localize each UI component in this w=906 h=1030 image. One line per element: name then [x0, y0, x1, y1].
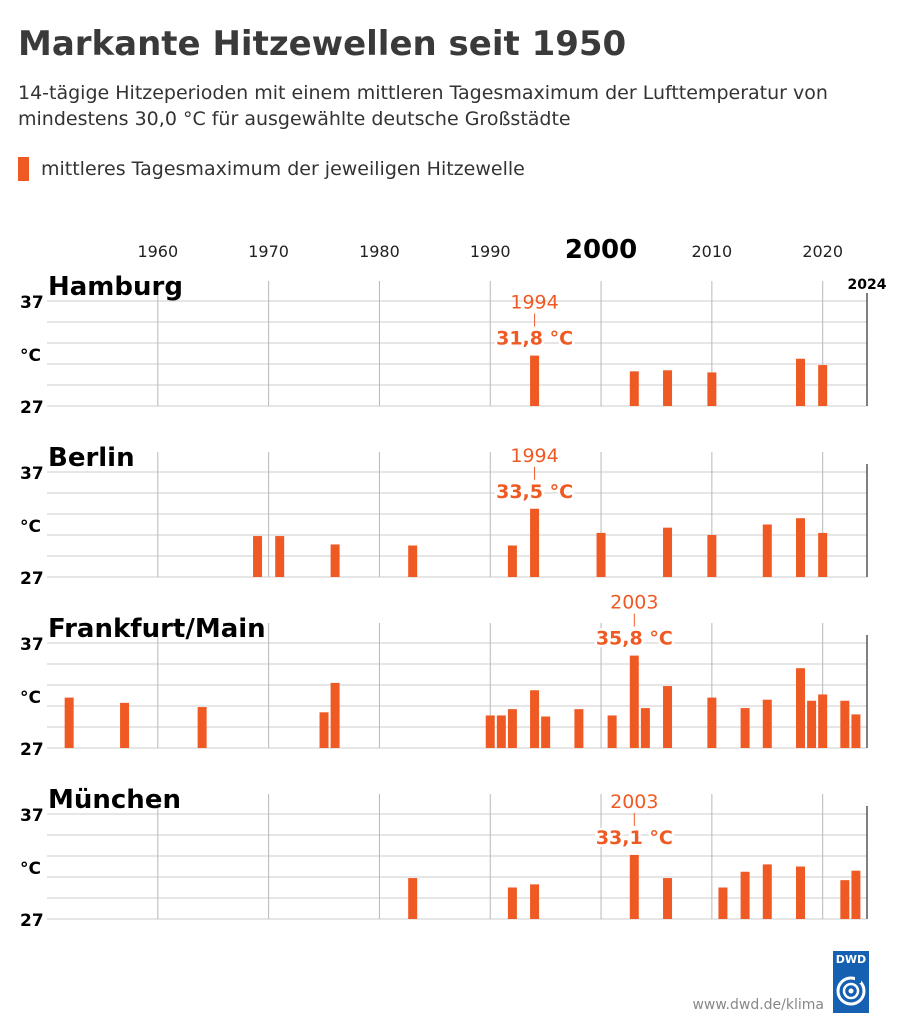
dwd-logo-text: DWD [835, 953, 867, 966]
panel-city-label: Berlin [48, 443, 135, 473]
dwd-logo: DWD [833, 951, 869, 1013]
bar [485, 715, 495, 748]
bar [507, 709, 517, 748]
bar [275, 536, 285, 577]
chart-title: Markante Hitzewellen seit 1950 [18, 24, 627, 64]
highlight-value-label: 35,8 °C [596, 628, 673, 650]
bar [762, 524, 772, 577]
bar [530, 355, 540, 406]
y-label-unit: °C [20, 517, 41, 537]
bar [530, 884, 540, 919]
bar [840, 880, 850, 919]
bar [851, 714, 861, 748]
bar [319, 712, 329, 748]
y-label-bottom: 27 [20, 740, 44, 760]
bar [330, 544, 340, 577]
legend-swatch [18, 157, 29, 181]
bar [707, 372, 717, 406]
bar [629, 854, 639, 919]
highlight-year-label: 1994 [510, 445, 558, 467]
bar [740, 871, 750, 919]
legend: mittleres Tagesmaximum der jeweiligen Hi… [18, 157, 525, 181]
bar [496, 715, 506, 748]
highlight-value-label: 31,8 °C [496, 328, 573, 350]
bar [574, 709, 584, 748]
x-end-label: 2024 [848, 277, 887, 293]
bar [607, 715, 617, 748]
x-tick-label: 1960 [137, 242, 178, 261]
x-tick-label: 2000 [565, 235, 637, 265]
spiral-icon [836, 975, 866, 1006]
bar [530, 508, 540, 577]
bar [663, 370, 673, 406]
chart-subtitle: 14-tägige Hitzeperioden mit einem mittle… [18, 82, 828, 130]
x-tick-label: 2010 [692, 242, 733, 261]
highlight-value-label: 33,5 °C [496, 481, 573, 503]
bar [408, 545, 418, 577]
bar [596, 532, 606, 577]
y-label-bottom: 27 [20, 398, 44, 418]
y-label-bottom: 27 [20, 911, 44, 931]
bar [541, 716, 551, 748]
y-label-top: 37 [20, 806, 44, 826]
y-label-unit: °C [20, 346, 41, 366]
bar [330, 682, 340, 748]
bar [120, 702, 130, 748]
bar [840, 700, 850, 748]
bar [740, 708, 750, 748]
y-label-unit: °C [20, 688, 41, 708]
bar [507, 545, 517, 577]
bar [663, 527, 673, 577]
bar [796, 518, 806, 577]
highlight-year-label: 2003 [610, 791, 658, 813]
y-label-top: 37 [20, 635, 44, 655]
bar [707, 535, 717, 577]
bar [796, 866, 806, 919]
panel-city-label: Hamburg [48, 272, 183, 302]
y-label-bottom: 27 [20, 569, 44, 589]
bar [197, 707, 207, 748]
bar [530, 690, 540, 748]
y-label-top: 37 [20, 293, 44, 313]
bar [663, 878, 673, 919]
bar [807, 700, 817, 748]
bar [796, 358, 806, 406]
y-label-top: 37 [20, 464, 44, 484]
bar [818, 532, 828, 577]
bar [818, 694, 828, 748]
bar [851, 870, 861, 919]
bar [663, 686, 673, 748]
bar [707, 697, 717, 748]
highlight-value-label: 33,1 °C [596, 827, 673, 849]
bar [507, 887, 517, 919]
legend-label: mittleres Tagesmaximum der jeweiligen Hi… [41, 158, 525, 180]
y-label-unit: °C [20, 859, 41, 879]
bar [762, 864, 772, 919]
bar [718, 887, 728, 919]
highlight-year-label: 1994 [510, 292, 558, 314]
bar [408, 878, 418, 919]
bar [762, 699, 772, 748]
panel-city-label: München [48, 785, 181, 815]
bar [64, 697, 74, 748]
x-tick-label: 1980 [359, 242, 400, 261]
bar [818, 365, 828, 406]
source-link[interactable]: www.dwd.de/klima [692, 997, 824, 1013]
bar [640, 708, 650, 748]
x-tick-label: 2020 [802, 242, 843, 261]
bar [796, 668, 806, 748]
x-tick-label: 1990 [470, 242, 511, 261]
bar [629, 371, 639, 406]
bar [629, 655, 639, 748]
panel-city-label: Frankfurt/Main [48, 614, 266, 644]
x-tick-label: 1970 [248, 242, 289, 261]
bar [253, 536, 263, 577]
highlight-year-label: 2003 [610, 592, 658, 614]
